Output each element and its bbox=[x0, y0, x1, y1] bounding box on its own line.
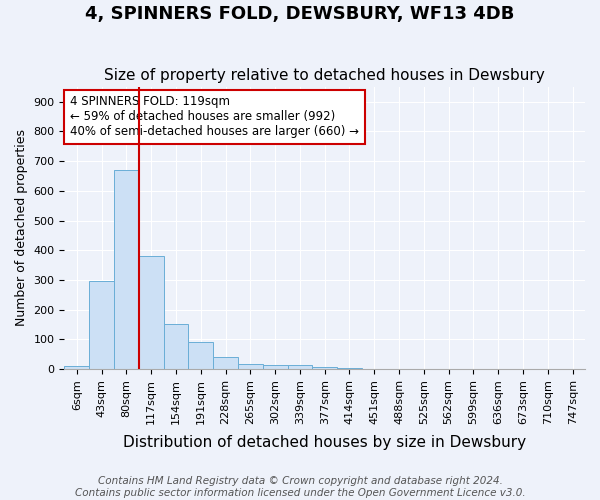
Bar bbox=[287, 366, 313, 369]
Bar bbox=[89, 282, 114, 369]
Y-axis label: Number of detached properties: Number of detached properties bbox=[15, 130, 28, 326]
Bar bbox=[64, 366, 89, 369]
Bar bbox=[114, 170, 139, 369]
Text: 4, SPINNERS FOLD, DEWSBURY, WF13 4DB: 4, SPINNERS FOLD, DEWSBURY, WF13 4DB bbox=[85, 5, 515, 23]
Bar bbox=[337, 368, 362, 369]
Bar bbox=[188, 342, 213, 369]
Bar bbox=[238, 364, 263, 369]
Bar bbox=[164, 324, 188, 369]
Bar bbox=[139, 256, 164, 369]
Title: Size of property relative to detached houses in Dewsbury: Size of property relative to detached ho… bbox=[104, 68, 545, 83]
Bar bbox=[313, 366, 337, 369]
Text: Contains HM Land Registry data © Crown copyright and database right 2024.
Contai: Contains HM Land Registry data © Crown c… bbox=[74, 476, 526, 498]
X-axis label: Distribution of detached houses by size in Dewsbury: Distribution of detached houses by size … bbox=[123, 435, 526, 450]
Text: 4 SPINNERS FOLD: 119sqm
← 59% of detached houses are smaller (992)
40% of semi-d: 4 SPINNERS FOLD: 119sqm ← 59% of detache… bbox=[70, 96, 359, 138]
Bar bbox=[263, 364, 287, 369]
Bar bbox=[213, 357, 238, 369]
